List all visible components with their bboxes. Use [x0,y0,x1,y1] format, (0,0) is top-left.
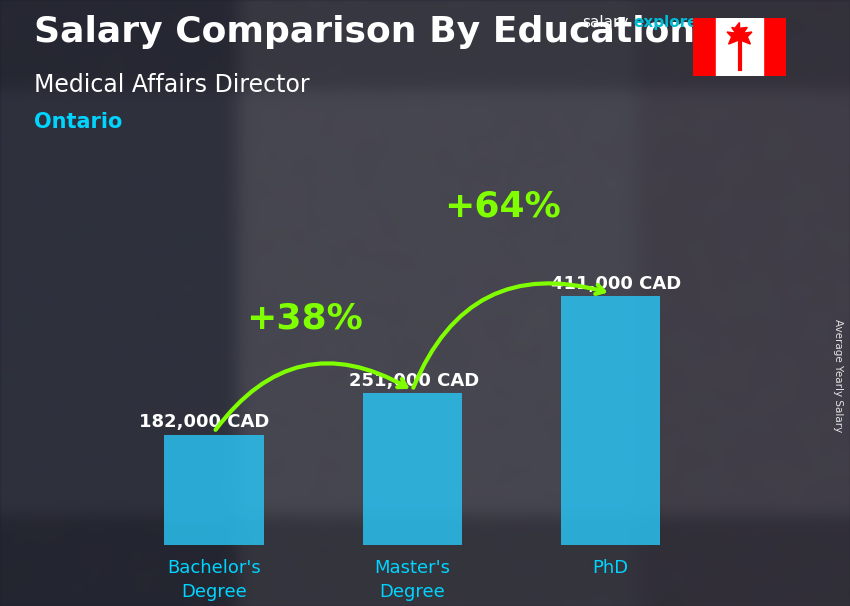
Text: 411,000 CAD: 411,000 CAD [551,275,682,293]
Polygon shape [727,22,752,44]
Text: +38%: +38% [246,302,363,336]
Text: +64%: +64% [445,190,561,224]
Bar [363,393,462,545]
Bar [561,296,660,545]
Text: .com: .com [691,15,728,30]
Text: explorer: explorer [633,15,706,30]
Text: 251,000 CAD: 251,000 CAD [348,371,479,390]
Text: Average Yearly Salary: Average Yearly Salary [833,319,843,432]
Text: Medical Affairs Director: Medical Affairs Director [34,73,309,97]
Text: salary: salary [582,15,629,30]
Text: 182,000 CAD: 182,000 CAD [139,413,269,431]
Bar [164,435,264,545]
Text: Ontario: Ontario [34,112,122,132]
Bar [693,18,716,76]
Bar [763,18,786,76]
Bar [716,18,763,76]
Text: Salary Comparison By Education: Salary Comparison By Education [34,15,695,49]
